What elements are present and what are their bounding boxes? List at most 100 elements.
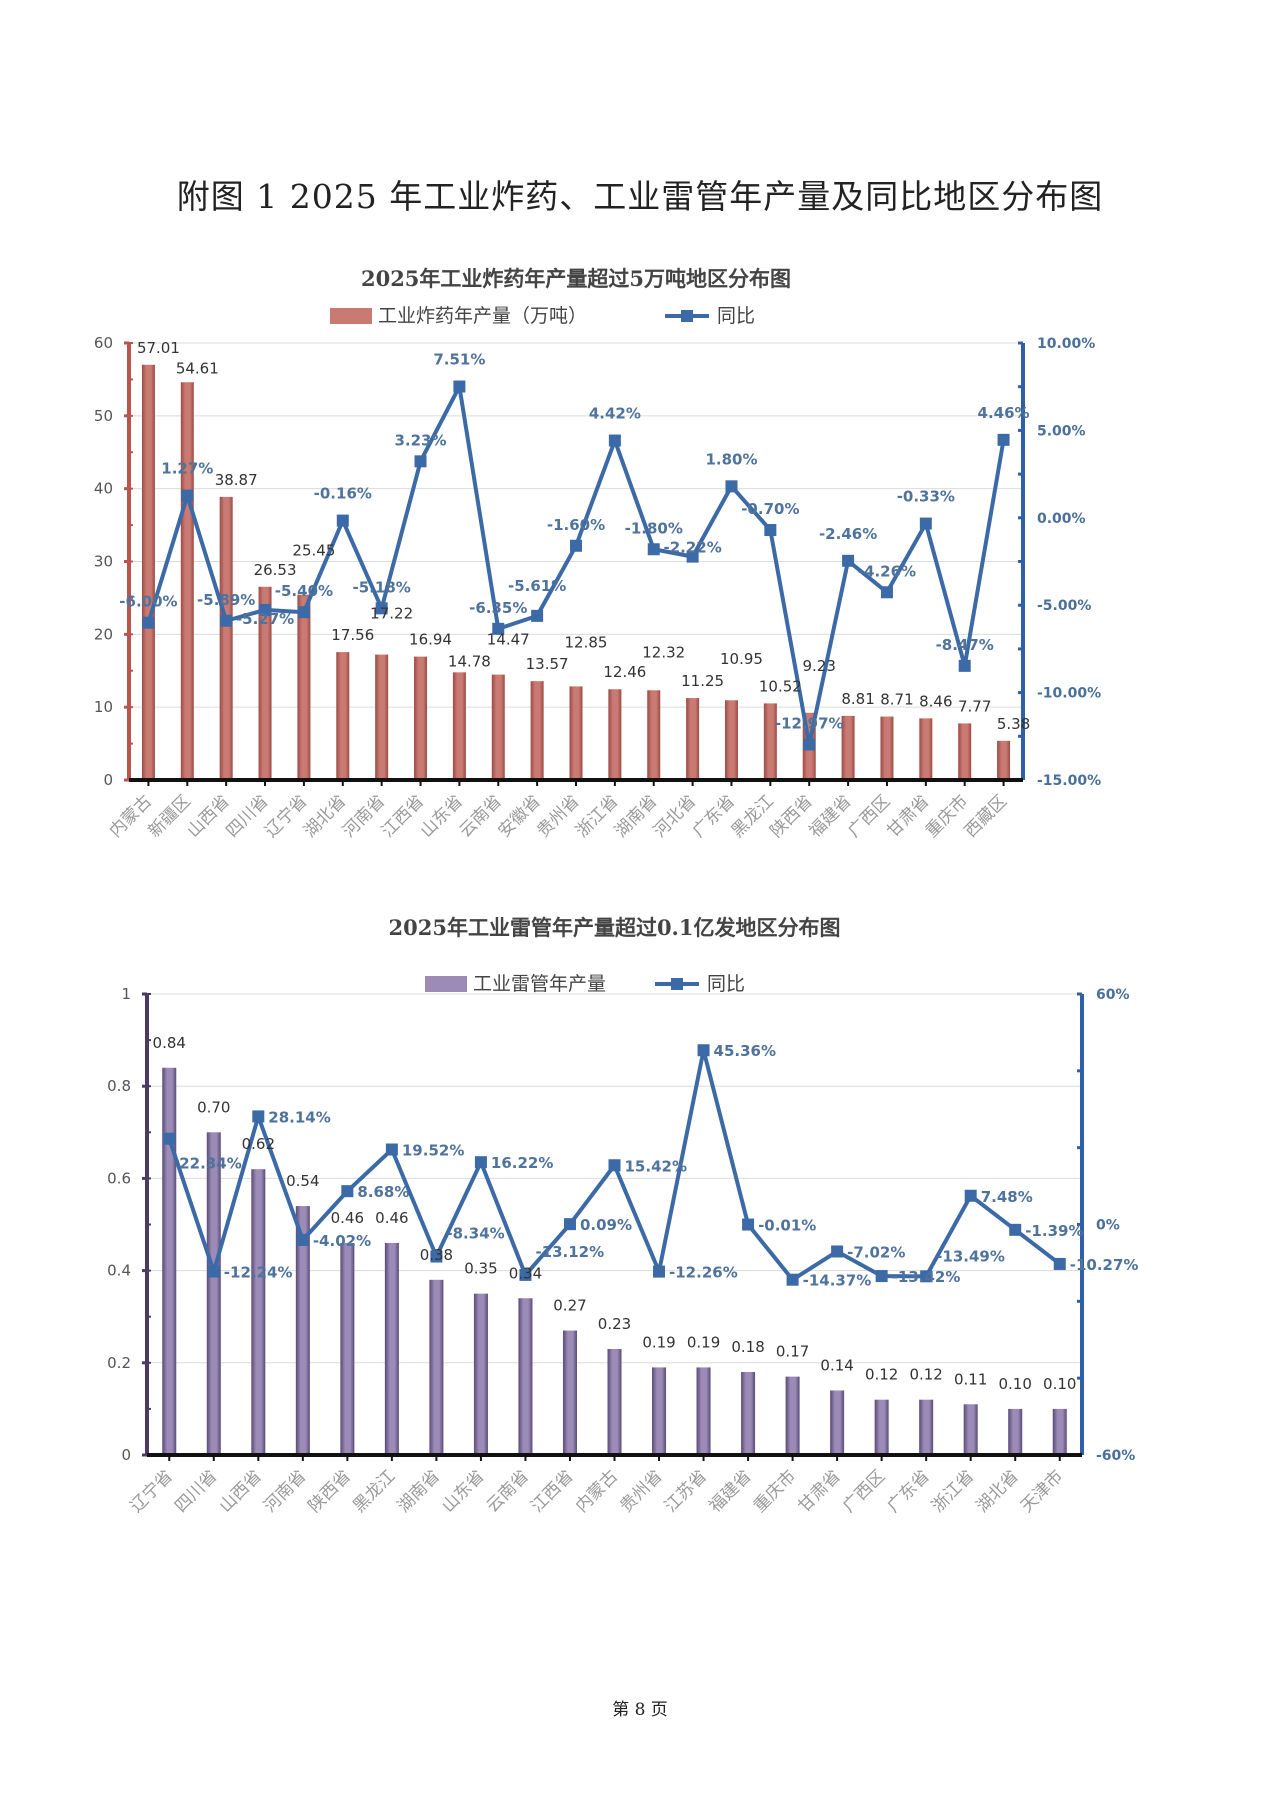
bar-value-label: 26.53: [254, 561, 297, 579]
yoy-marker: [831, 1245, 844, 1258]
bar: [162, 1067, 177, 1455]
left-tick-label: 0.4: [107, 1262, 131, 1280]
x-tick-label: 河北省: [650, 791, 700, 841]
right-tick-label: 0%: [1096, 1218, 1120, 1234]
yoy-marker: [570, 539, 582, 552]
yoy-value-label: 7.51%: [433, 351, 485, 369]
bar-value-label: 5.38: [997, 715, 1030, 733]
yoy-value-label: -7.02%: [847, 1243, 905, 1261]
x-tick-label: 广东省: [689, 791, 739, 841]
yoy-marker: [742, 1218, 755, 1231]
x-tick-label: 甘肃省: [883, 791, 933, 841]
bar: [958, 723, 972, 780]
x-tick-label: 福建省: [805, 791, 855, 841]
yoy-value-label: -12.97%: [775, 715, 844, 733]
yoy-value-label: -6.00%: [119, 593, 177, 611]
yoy-value-label: -8.47%: [936, 636, 994, 654]
bar-value-label: 10.52: [759, 677, 802, 695]
left-tick-label: 50: [94, 407, 113, 425]
yoy-value-label: -13.49%: [936, 1247, 1005, 1265]
yoy-marker: [142, 616, 155, 629]
chart-title: 2025年工业炸药年产量超过5万吨地区分布图: [361, 266, 791, 291]
x-tick-label: 黑龙江: [728, 791, 778, 841]
yoy-marker: [531, 609, 544, 622]
yoy-value-label: 4.42%: [589, 405, 641, 423]
bar-value-label: 0.27: [553, 1297, 586, 1315]
x-tick-label: 云南省: [456, 791, 506, 841]
x-tick-label: 云南省: [483, 1466, 533, 1516]
bar-value-label: 0.12: [909, 1366, 942, 1384]
x-tick-label: 陕西省: [767, 791, 817, 841]
yoy-marker: [608, 434, 621, 447]
yoy-marker: [336, 514, 349, 527]
yoy-value-label: -2.46%: [819, 525, 877, 543]
yoy-marker: [1009, 1223, 1022, 1236]
bar: [608, 689, 622, 780]
yoy-value-label: 4.46%: [978, 404, 1030, 422]
yoy-marker: [764, 524, 777, 537]
yoy-marker: [997, 433, 1010, 446]
right-tick-label: -5.00%: [1037, 598, 1091, 614]
x-tick-label: 内蒙古: [572, 1466, 622, 1516]
x-tick-label: 江苏省: [661, 1466, 711, 1516]
legend-line-marker: [681, 310, 693, 322]
bar: [206, 1132, 221, 1455]
bar: [696, 1367, 711, 1455]
legend-line-label: 同比: [707, 973, 745, 995]
bar: [652, 1367, 667, 1455]
bar: [569, 686, 583, 780]
right-tick-label: -60%: [1096, 1448, 1135, 1464]
yoy-value-label: 7.48%: [981, 1188, 1033, 1206]
x-tick-label: 辽宁省: [261, 791, 311, 841]
yoy-marker: [697, 1044, 710, 1057]
left-tick-label: 20: [94, 625, 113, 643]
x-tick-label: 湖南省: [611, 791, 661, 841]
yoy-marker: [653, 1265, 666, 1278]
yoy-value-label: -0.16%: [314, 485, 372, 503]
yoy-marker: [1053, 1257, 1066, 1270]
bar-value-label: 12.85: [565, 633, 608, 651]
x-tick-label: 广东省: [883, 1466, 933, 1516]
right-tick-label: 10.00%: [1037, 336, 1095, 352]
yoy-marker: [725, 480, 738, 493]
bar: [562, 1330, 577, 1455]
x-tick-label: 辽宁省: [127, 1466, 177, 1516]
bar-value-label: 0.35: [464, 1260, 497, 1278]
x-tick-label: 安徽省: [494, 791, 544, 841]
x-tick-label: 广西区: [839, 1466, 889, 1516]
page-number: 第 8 页: [612, 1700, 668, 1720]
yoy-value-label: -0.33%: [897, 488, 955, 506]
yoy-value-label: 45.36%: [714, 1042, 776, 1060]
page-title: 附图 1 2025 年工业炸药、工业雷管年产量及同比地区分布图: [176, 177, 1104, 216]
yoy-marker: [163, 1132, 176, 1145]
bar: [607, 1348, 622, 1455]
x-tick-label: 陕西省: [305, 1466, 355, 1516]
bar-value-label: 38.87: [215, 471, 258, 489]
x-tick-label: 江西省: [527, 1466, 577, 1516]
bar-value-label: 0.18: [731, 1338, 764, 1356]
right-tick-label: 0.00%: [1037, 511, 1086, 527]
bar: [741, 1372, 756, 1455]
bar: [763, 703, 777, 780]
yoy-marker: [786, 1273, 799, 1286]
yoy-value-label: -1.80%: [625, 519, 683, 537]
x-tick-label: 山西省: [184, 791, 234, 841]
bar-value-label: 0.62: [242, 1135, 275, 1153]
legend-bar-label: 工业炸药年产量（万吨）: [378, 305, 587, 327]
bar: [141, 364, 155, 780]
yoy-value-label: -1.60%: [547, 516, 605, 534]
x-tick-label: 山东省: [438, 1466, 488, 1516]
yoy-marker: [430, 1250, 443, 1263]
right-tick-label: 60%: [1096, 987, 1130, 1003]
legend-line-label: 同比: [717, 305, 755, 327]
x-tick-label: 四川省: [222, 791, 272, 841]
bar: [384, 1242, 399, 1455]
yoy-marker: [563, 1218, 576, 1231]
yoy-value-label: 8.68%: [357, 1183, 409, 1201]
bar: [724, 700, 738, 780]
x-tick-label: 山东省: [417, 791, 467, 841]
x-tick-label: 重庆市: [750, 1466, 800, 1516]
legend-bar-swatch: [330, 308, 372, 324]
bar: [219, 496, 233, 780]
x-tick-label: 浙江省: [572, 791, 622, 841]
